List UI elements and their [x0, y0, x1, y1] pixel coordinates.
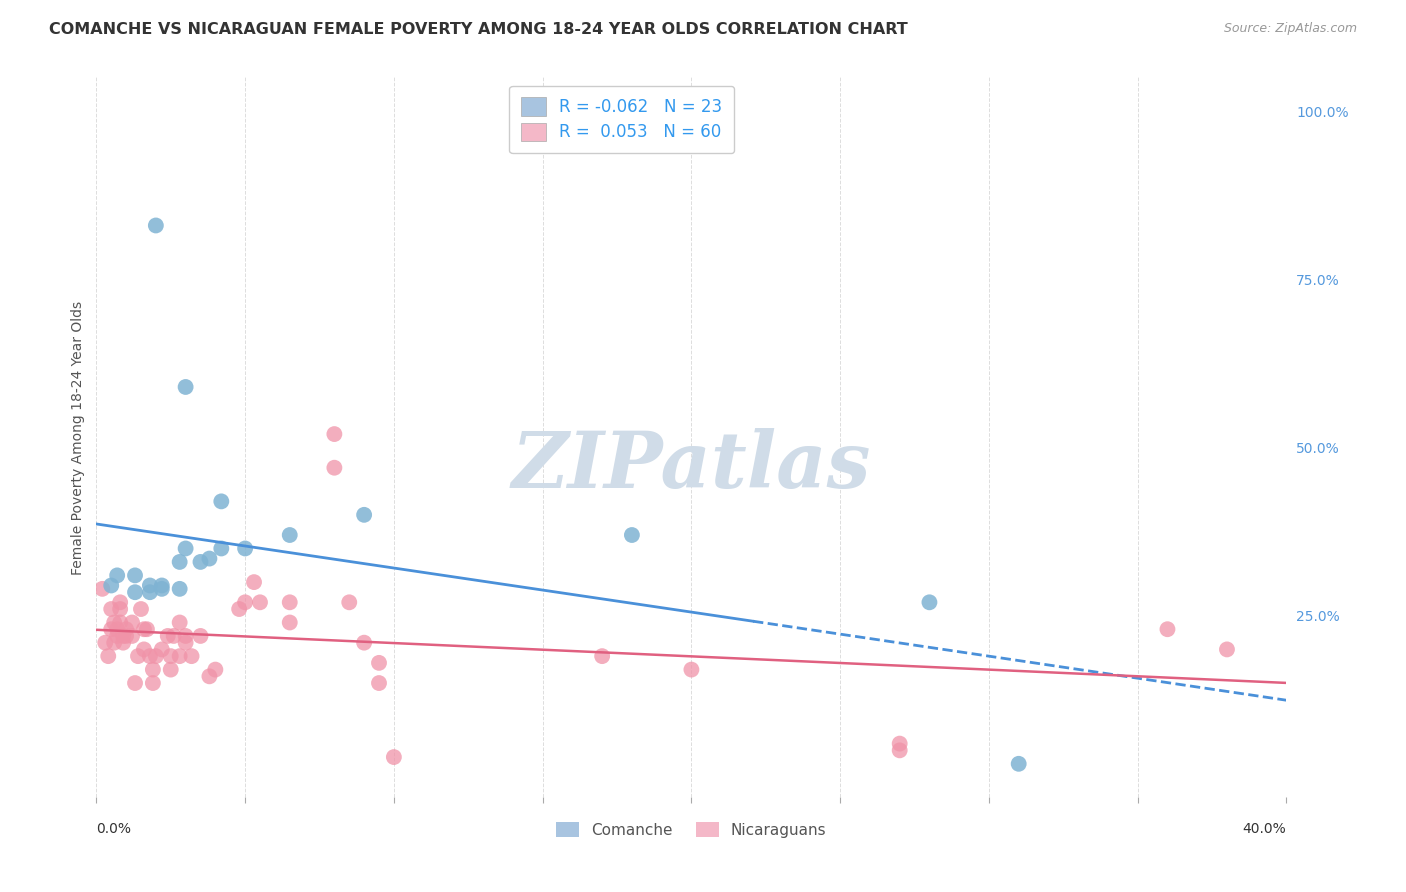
Point [1156, 622, 1178, 636]
Point [129, 602, 152, 616]
Point [124, 676, 146, 690]
Point [136, 622, 159, 636]
Point [91, 582, 114, 596]
Point [1008, 756, 1031, 771]
Point [150, 642, 173, 657]
Point [145, 649, 167, 664]
Point [100, 622, 122, 636]
Point [108, 615, 131, 630]
Point [204, 663, 226, 677]
Point [139, 578, 162, 592]
Point [278, 528, 301, 542]
Point [169, 649, 191, 664]
Point [323, 427, 346, 442]
Point [368, 656, 391, 670]
Text: COMANCHE VS NICARAGUAN FEMALE POVERTY AMONG 18-24 YEAR OLDS CORRELATION CHART: COMANCHE VS NICARAGUAN FEMALE POVERTY AM… [49, 22, 908, 37]
Point [132, 642, 155, 657]
Point [94, 635, 117, 649]
Point [209, 494, 232, 508]
Point [681, 663, 703, 677]
Text: 0.0%: 0.0% [97, 822, 131, 837]
Point [105, 629, 128, 643]
Point [100, 602, 122, 616]
Point [105, 622, 128, 636]
Point [159, 663, 181, 677]
Point [121, 629, 143, 643]
Point [337, 595, 360, 609]
Point [97, 649, 120, 664]
Point [174, 635, 197, 649]
Point [139, 585, 162, 599]
Text: ZIPatlas: ZIPatlas [512, 428, 872, 505]
Point [142, 663, 165, 677]
Point [353, 508, 375, 522]
Point [150, 578, 173, 592]
Point [174, 541, 197, 556]
Point [103, 615, 125, 630]
Text: Source: ZipAtlas.com: Source: ZipAtlas.com [1223, 22, 1357, 36]
Point [918, 595, 941, 609]
Point [112, 635, 135, 649]
Point [142, 676, 165, 690]
Text: 40.0%: 40.0% [1243, 822, 1286, 837]
Point [249, 595, 271, 609]
Point [105, 568, 128, 582]
Point [243, 575, 266, 590]
Point [620, 528, 643, 542]
Point [127, 649, 149, 664]
Point [278, 615, 301, 630]
Point [1216, 642, 1239, 657]
Point [174, 629, 197, 643]
Point [368, 676, 391, 690]
Point [156, 629, 179, 643]
Point [169, 555, 191, 569]
Point [278, 595, 301, 609]
Point [169, 582, 191, 596]
Point [163, 629, 186, 643]
Point [121, 615, 143, 630]
Point [233, 541, 256, 556]
Point [323, 460, 346, 475]
Point [190, 629, 212, 643]
Point [353, 635, 375, 649]
Point [889, 743, 911, 757]
Point [124, 585, 146, 599]
Point [115, 622, 138, 636]
Point [198, 551, 221, 566]
Point [159, 649, 181, 664]
Point [112, 629, 135, 643]
Y-axis label: Female Poverty Among 18-24 Year Olds: Female Poverty Among 18-24 Year Olds [72, 301, 86, 574]
Point [139, 649, 162, 664]
Point [382, 750, 405, 764]
Point [108, 602, 131, 616]
Point [108, 595, 131, 609]
Point [233, 595, 256, 609]
Point [190, 555, 212, 569]
Point [100, 578, 122, 592]
Point [124, 568, 146, 582]
Point [132, 622, 155, 636]
Point [180, 649, 202, 664]
Point [591, 649, 613, 664]
Point [198, 669, 221, 683]
Point [103, 635, 125, 649]
Point [174, 380, 197, 394]
Point [145, 219, 167, 233]
Point [115, 629, 138, 643]
Legend: Comanche, Nicaraguans: Comanche, Nicaraguans [550, 815, 832, 844]
Point [169, 615, 191, 630]
Point [228, 602, 250, 616]
Point [889, 737, 911, 751]
Point [209, 541, 232, 556]
Point [150, 582, 173, 596]
